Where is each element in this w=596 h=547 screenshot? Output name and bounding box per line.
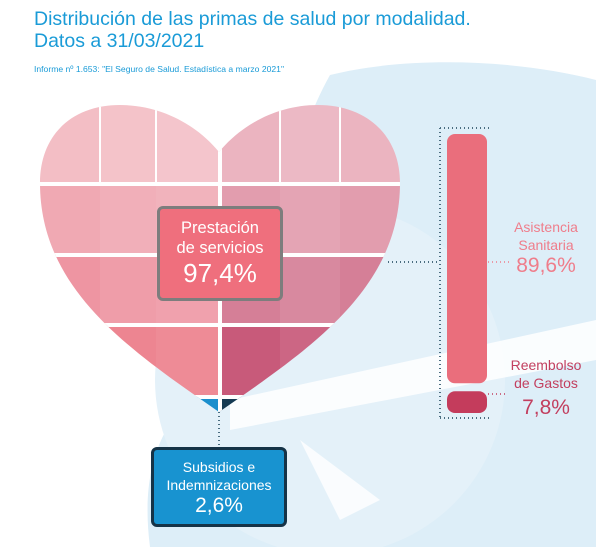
- chart-title-line2: Datos a 31/03/2021: [34, 30, 205, 52]
- asistencia-label-line2: Sanitaria: [518, 237, 574, 253]
- subsidios-label-line2: Indemnizaciones: [166, 477, 272, 493]
- chart-title: Distribución de las primas de salud por …: [34, 8, 471, 52]
- label-subsidios-indemnizaciones: Subsidios e Indemnizaciones 2,6%: [151, 447, 287, 527]
- reembolso-label-line1: Reembolso: [510, 357, 582, 373]
- bar-asistencia-sanitaria: [447, 134, 487, 384]
- prestacion-label-line1: Prestación: [181, 219, 259, 237]
- reembolso-value: 7,8%: [522, 396, 570, 419]
- prestacion-label-line2: de servicios: [176, 239, 264, 257]
- asistencia-label-line1: Asistencia: [514, 219, 578, 235]
- reembolso-label-line2: de Gastos: [514, 375, 578, 391]
- bar-reembolso-gastos: [447, 391, 487, 413]
- asistencia-value: 89,6%: [516, 254, 576, 277]
- chart-title-line1: Distribución de las primas de salud por …: [34, 8, 471, 30]
- label-asistencia-sanitaria: Asistencia Sanitaria 89,6%: [504, 218, 588, 278]
- subsidios-value: 2,6%: [195, 494, 243, 517]
- source-note: Informe nº 1.653: "El Seguro de Salud. E…: [34, 64, 285, 74]
- prestacion-value: 97,4%: [183, 258, 257, 288]
- label-reembolso-gastos: Reembolso de Gastos 7,8%: [500, 356, 592, 420]
- subsidios-label-line1: Subsidios e: [182, 459, 256, 475]
- connector-lines: [218, 127, 492, 446]
- label-prestacion-servicios: Prestación de servicios 97,4%: [157, 206, 283, 301]
